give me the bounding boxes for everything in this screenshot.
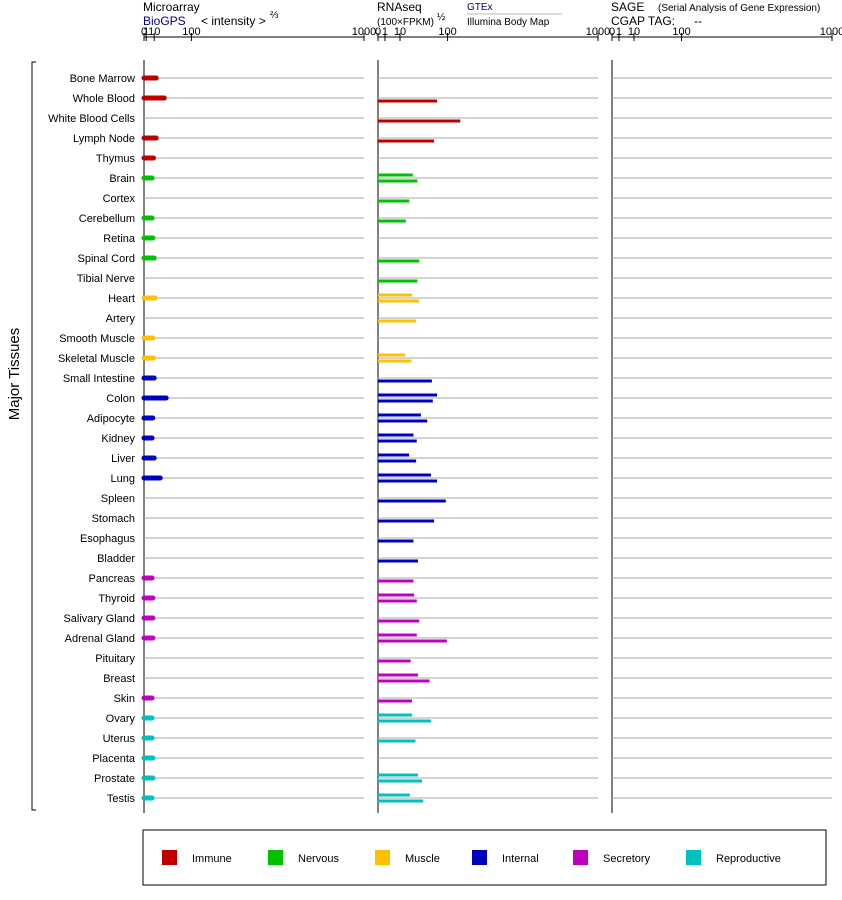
tissue-label-stomach: Stomach	[92, 513, 135, 525]
tissue-label-testis: Testis	[107, 793, 136, 805]
tissue-label-cerebellum: Cerebellum	[79, 213, 135, 225]
tissue-label-adrenal-gland: Adrenal Gland	[65, 633, 135, 645]
sage-tag-value: --	[694, 14, 702, 28]
microarray-tick-label-1000: 1000	[352, 26, 376, 38]
tissue-label-skin: Skin	[114, 693, 135, 705]
rnaseq-source-ibm: Illumina Body Map	[467, 17, 550, 28]
legend-swatch-immune	[162, 850, 177, 865]
legend-swatch-secretory	[573, 850, 588, 865]
tissue-label-bone-marrow: Bone Marrow	[70, 73, 135, 85]
side-label: Major Tissues	[6, 328, 23, 421]
legend-box	[142, 829, 827, 886]
tissue-label-kidney: Kidney	[101, 433, 135, 445]
legend-swatch-reproductive	[686, 850, 701, 865]
legend-swatch-nervous	[268, 850, 283, 865]
tissue-label-uterus: Uterus	[103, 733, 136, 745]
rnaseq-tick-label-10: 10	[394, 26, 406, 38]
tissue-label-thyroid: Thyroid	[98, 593, 135, 605]
tissue-label-cortex: Cortex	[103, 193, 136, 205]
tissue-label-spleen: Spleen	[101, 493, 135, 505]
tissue-label-spinal-cord: Spinal Cord	[78, 253, 135, 265]
legend-swatch-internal	[472, 850, 487, 865]
microarray-tick-label-10: 10	[148, 26, 160, 38]
microarray-title: Microarray	[143, 0, 200, 14]
side-bracket	[31, 61, 36, 811]
microarray-scale-exp: ⅔	[270, 10, 279, 21]
tissue-label-ovary: Ovary	[106, 713, 136, 725]
tissue-label-esophagus: Esophagus	[80, 533, 136, 545]
tissue-label-liver: Liver	[111, 453, 135, 465]
rows-layer: Bone Marrow Whole Blood White Blood Cells L…	[48, 73, 832, 805]
bars-layer	[141, 75, 461, 803]
sage-tick-label-1: 1	[616, 26, 622, 38]
sage-tick-label-10: 10	[628, 26, 640, 38]
sage-title: SAGE	[611, 0, 644, 14]
rnaseq-title: RNAseq	[377, 0, 422, 14]
sage-tick-label-1000: 1000	[820, 26, 842, 38]
legend-label-nervous: Nervous	[298, 853, 339, 865]
legend: Immune Nervous Muscle Internal Secretory Repr…	[162, 850, 781, 865]
rnaseq-tick-label-1000: 1000	[586, 26, 610, 38]
legend-label-reproductive: Reproductive	[716, 853, 781, 865]
tissue-label-white-blood-cells: White Blood Cells	[48, 113, 135, 125]
tissue-label-prostate: Prostate	[94, 773, 135, 785]
legend-label-muscle: Muscle	[405, 853, 440, 865]
legend-label-immune: Immune	[192, 853, 232, 865]
rnaseq-source-gtex[interactable]: GTEx	[467, 2, 493, 13]
tissue-label-placenta: Placenta	[92, 753, 136, 765]
tissue-label-pituitary: Pituitary	[95, 653, 135, 665]
tissue-label-smooth-muscle: Smooth Muscle	[59, 333, 135, 345]
sage-tick-label-100: 100	[672, 26, 690, 38]
microarray-source[interactable]: BioGPS	[143, 14, 186, 28]
tissue-label-pancreas: Pancreas	[89, 573, 136, 585]
sage-tick-label-0: 0	[609, 26, 615, 38]
tissue-label-breast: Breast	[103, 673, 135, 685]
sage-subtitle: (Serial Analysis of Gene Expression)	[658, 3, 820, 14]
legend-label-internal: Internal	[502, 853, 539, 865]
legend-swatch-muscle	[375, 850, 390, 865]
microarray-tick-label-0: 0	[141, 26, 147, 38]
rnaseq-scale-label: (100×FPKM)	[377, 17, 434, 28]
legend-label-secretory: Secretory	[603, 853, 651, 865]
tissue-label-bladder: Bladder	[97, 553, 135, 565]
tissue-label-whole-blood: Whole Blood	[73, 93, 135, 105]
tissue-label-salivary-gland: Salivary Gland	[63, 613, 135, 625]
sage-tag-label: CGAP TAG:	[611, 14, 675, 28]
rnaseq-tick-label-100: 100	[438, 26, 456, 38]
microarray-tick-label-100: 100	[182, 26, 200, 38]
tissue-label-small-intestine: Small Intestine	[63, 373, 135, 385]
tissue-label-lung: Lung	[111, 473, 135, 485]
rnaseq-tick-label-1: 1	[382, 26, 388, 38]
tissue-label-skeletal-muscle: Skeletal Muscle	[58, 353, 135, 365]
tissue-label-artery: Artery	[106, 313, 136, 325]
tissue-label-colon: Colon	[106, 393, 135, 405]
tissue-label-thymus: Thymus	[96, 153, 136, 165]
tissue-label-heart: Heart	[108, 293, 135, 305]
tissue-label-brain: Brain	[109, 173, 135, 185]
rnaseq-scale-exp: ½	[437, 12, 446, 23]
tissue-label-adipocyte: Adipocyte	[87, 413, 135, 425]
microarray-scale-label: < intensity >	[201, 14, 266, 28]
tissue-label-lymph-node: Lymph Node	[73, 133, 135, 145]
tissue-label-tibial-nerve: Tibial Nerve	[77, 273, 135, 285]
tissue-label-retina: Retina	[103, 233, 136, 245]
rnaseq-tick-label-0: 0	[375, 26, 381, 38]
microarray-tick-label-1: 1	[143, 26, 149, 38]
